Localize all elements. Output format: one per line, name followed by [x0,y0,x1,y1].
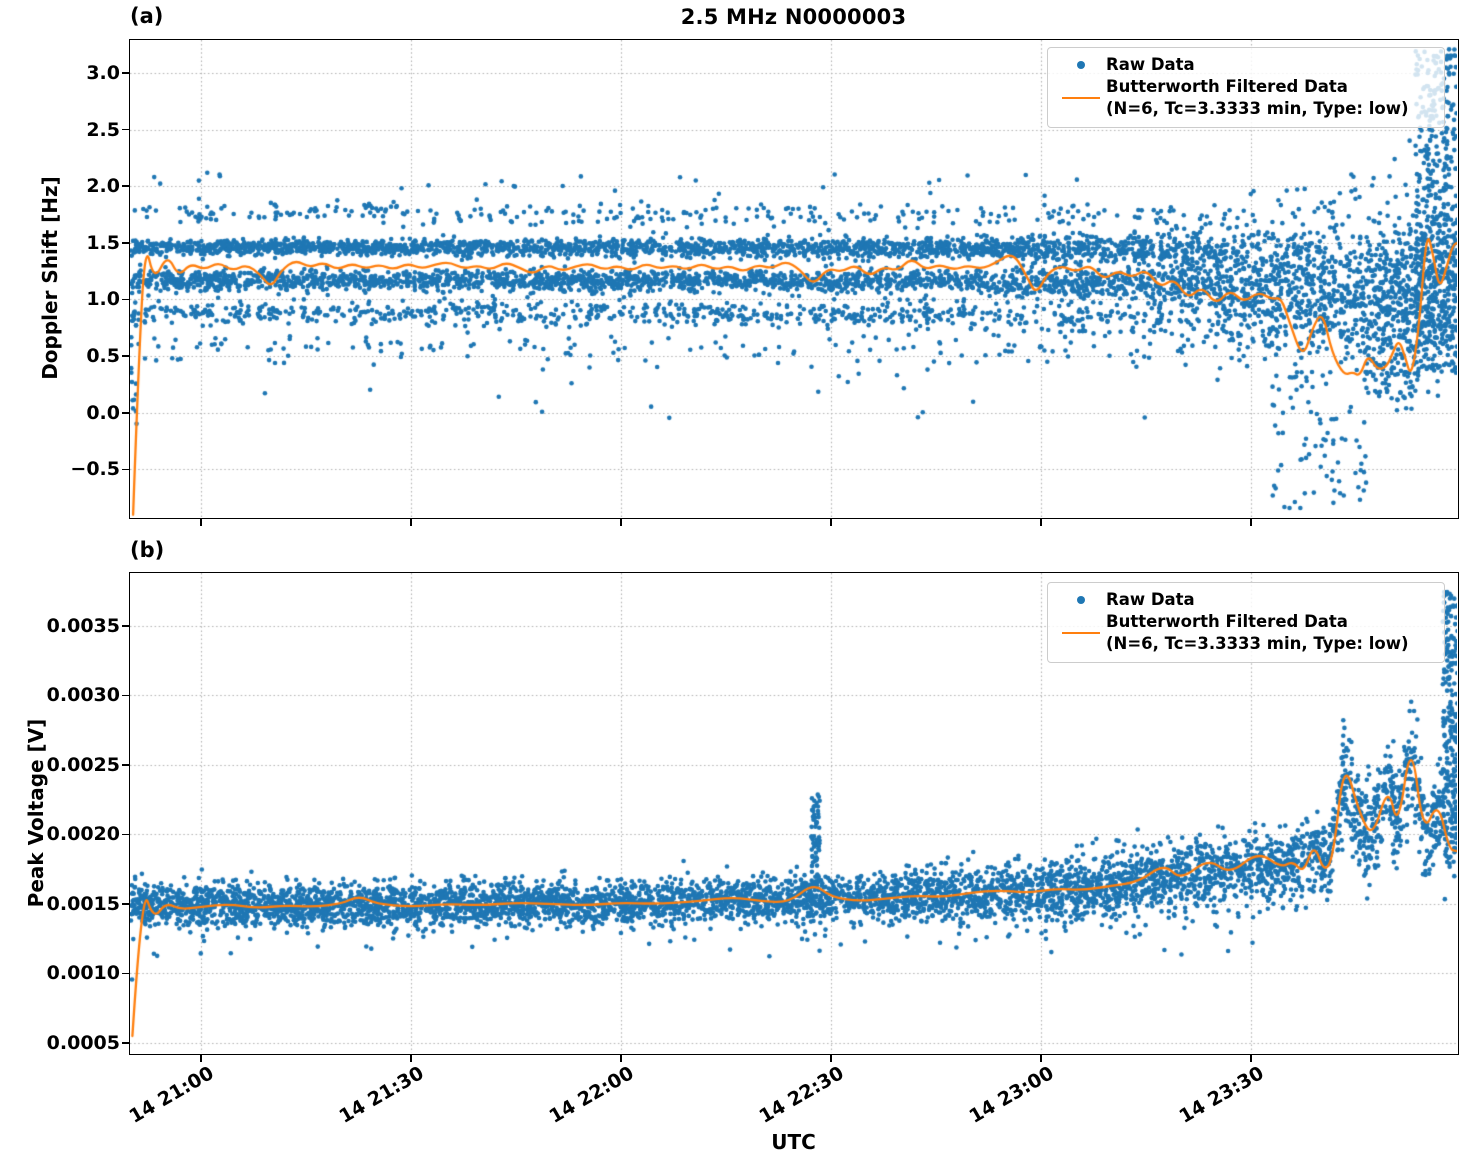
x-tick-mark [200,1054,202,1062]
legend-filtered-sublabel: (N=6, Tc=3.3333 min, Type: low) [1106,99,1409,118]
y-tick-label: 0.0030 [46,684,120,707]
legend-raw-label: Raw Data [1106,55,1195,74]
x-tick-label: 14 23:00 [965,1062,1058,1128]
legend-filtered-label: Butterworth Filtered Data [1106,77,1348,96]
y-tick-mark [121,185,129,187]
x-tick-mark [1250,518,1252,526]
y-tick-label: 1.5 [86,231,120,254]
legend-filtered-row: Butterworth Filtered Data (N=6, Tc=3.333… [1056,76,1434,120]
raw-data-dot-icon [1077,596,1085,604]
x-tick-label: 14 22:30 [755,1062,848,1128]
y-tick-mark [121,72,129,74]
x-tick-mark [830,1054,832,1062]
x-tick-label: 14 23:30 [1175,1062,1268,1128]
panel-b-ylabel: Peak Voltage [V] [24,718,48,908]
figure-title: 2.5 MHz N0000003 [680,5,907,29]
y-tick-mark [121,694,129,697]
legend-raw-row: Raw Data [1056,589,1434,611]
y-tick-label: 2.0 [86,175,120,198]
x-tick-mark [1040,1054,1042,1062]
x-axis-label: UTC [771,1130,816,1154]
y-tick-mark [121,625,129,627]
panel-a-ylabel: Doppler Shift [Hz] [38,176,62,380]
legend-filtered-label: Butterworth Filtered Data [1106,612,1348,631]
y-tick-mark [121,1042,129,1044]
panel-b-letter: (b) [130,538,165,562]
y-tick-label: 2.5 [86,118,120,141]
y-tick-label: 0.5 [86,345,120,368]
y-tick-label: 0.0005 [46,1031,120,1054]
legend-filtered-row: Butterworth Filtered Data (N=6, Tc=3.333… [1056,611,1434,655]
x-tick-mark [410,1054,412,1062]
y-tick-label: 0.0035 [46,614,120,637]
y-tick-mark [121,128,129,131]
x-tick-mark [620,518,622,526]
x-tick-mark [1250,1054,1252,1062]
x-tick-mark [830,518,832,526]
legend-raw-label: Raw Data [1106,590,1195,609]
y-tick-label: 0.0020 [46,823,120,846]
raw-data-dot-icon [1077,61,1085,69]
filtered-line-icon [1062,96,1100,100]
y-tick-label: 1.0 [86,288,120,311]
legend-filtered-sublabel: (N=6, Tc=3.3333 min, Type: low) [1106,634,1409,653]
y-tick-mark [121,972,129,975]
y-tick-mark [121,903,129,905]
x-tick-mark [200,518,202,526]
panel-a-legend: Raw Data Butterworth Filtered Data (N=6,… [1047,47,1445,128]
y-tick-mark [121,468,129,471]
x-tick-label: 14 21:30 [335,1062,428,1128]
filtered-line-icon [1062,631,1100,635]
y-tick-label: 0.0010 [46,962,120,985]
panel-a-letter: (a) [130,4,164,28]
y-tick-mark [121,355,129,357]
y-tick-mark [121,242,129,244]
y-tick-mark [121,833,129,836]
y-tick-mark [121,298,129,301]
panel-b-legend: Raw Data Butterworth Filtered Data (N=6,… [1047,582,1445,663]
x-tick-mark [1040,518,1042,526]
y-tick-mark [121,764,129,766]
x-tick-mark [620,1054,622,1062]
legend-raw-row: Raw Data [1056,54,1434,76]
y-tick-label: −0.5 [70,458,120,481]
y-tick-label: 0.0025 [46,753,120,776]
y-tick-label: 0.0015 [46,892,120,915]
y-tick-label: 0.0 [86,401,120,424]
y-tick-mark [121,412,129,414]
x-tick-mark [410,518,412,526]
x-tick-label: 14 21:00 [125,1062,218,1128]
y-tick-label: 3.0 [86,61,120,84]
x-tick-label: 14 22:00 [545,1062,638,1128]
